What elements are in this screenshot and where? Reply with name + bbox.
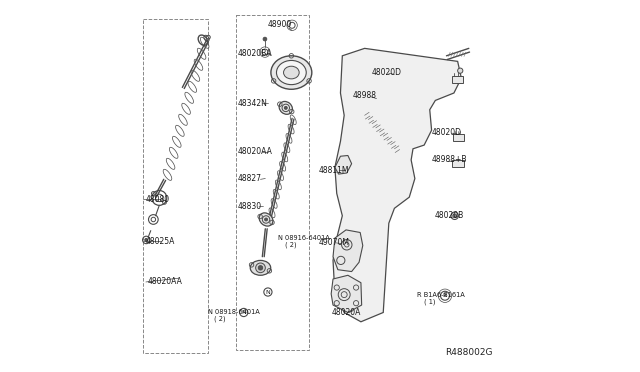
Bar <box>143 19 209 353</box>
Text: ( 1): ( 1) <box>424 298 436 305</box>
Circle shape <box>284 106 287 109</box>
Text: 48900: 48900 <box>267 20 291 29</box>
Circle shape <box>458 68 463 73</box>
Text: 48080: 48080 <box>145 195 170 203</box>
Text: 48020AA: 48020AA <box>148 278 182 286</box>
Text: 48020B: 48020B <box>435 211 464 219</box>
Circle shape <box>259 266 262 270</box>
Text: 48811M: 48811M <box>318 166 349 175</box>
Text: 48020D: 48020D <box>431 128 461 137</box>
Bar <box>236 15 309 350</box>
Text: 48988+B: 48988+B <box>431 155 467 164</box>
Text: 48827: 48827 <box>237 174 261 183</box>
Text: R B1A6-8161A: R B1A6-8161A <box>417 292 465 298</box>
Polygon shape <box>333 48 461 322</box>
Text: N 08916-6401A: N 08916-6401A <box>278 235 330 241</box>
Text: N 08918-6401A: N 08918-6401A <box>207 309 259 315</box>
Text: N: N <box>241 310 246 315</box>
Bar <box>453 134 463 141</box>
Text: 48020BA: 48020BA <box>237 49 272 58</box>
Text: ( 2): ( 2) <box>285 241 296 248</box>
Circle shape <box>145 238 148 241</box>
Polygon shape <box>333 230 363 272</box>
Circle shape <box>453 214 456 218</box>
Ellipse shape <box>284 66 299 79</box>
Ellipse shape <box>250 260 271 275</box>
Bar <box>452 160 463 167</box>
Ellipse shape <box>279 102 292 114</box>
Circle shape <box>263 37 267 41</box>
Text: 48020AA: 48020AA <box>237 147 272 156</box>
Text: 48020A: 48020A <box>331 308 360 317</box>
Text: R488002G: R488002G <box>445 348 493 357</box>
Text: N: N <box>266 289 270 295</box>
Text: ( 2): ( 2) <box>214 315 226 322</box>
Text: 49070M: 49070M <box>318 238 349 247</box>
Text: 48342N: 48342N <box>237 99 268 108</box>
Polygon shape <box>331 275 362 312</box>
Text: 48988: 48988 <box>353 92 377 100</box>
Ellipse shape <box>271 56 312 89</box>
Polygon shape <box>335 155 351 174</box>
Circle shape <box>255 263 266 273</box>
Text: 48025A: 48025A <box>145 237 175 246</box>
Ellipse shape <box>259 213 273 226</box>
Text: 48020D: 48020D <box>372 68 402 77</box>
Bar <box>452 76 463 83</box>
Text: 48830: 48830 <box>237 202 262 211</box>
Circle shape <box>264 218 268 221</box>
Ellipse shape <box>276 61 306 84</box>
Text: R: R <box>443 293 447 298</box>
